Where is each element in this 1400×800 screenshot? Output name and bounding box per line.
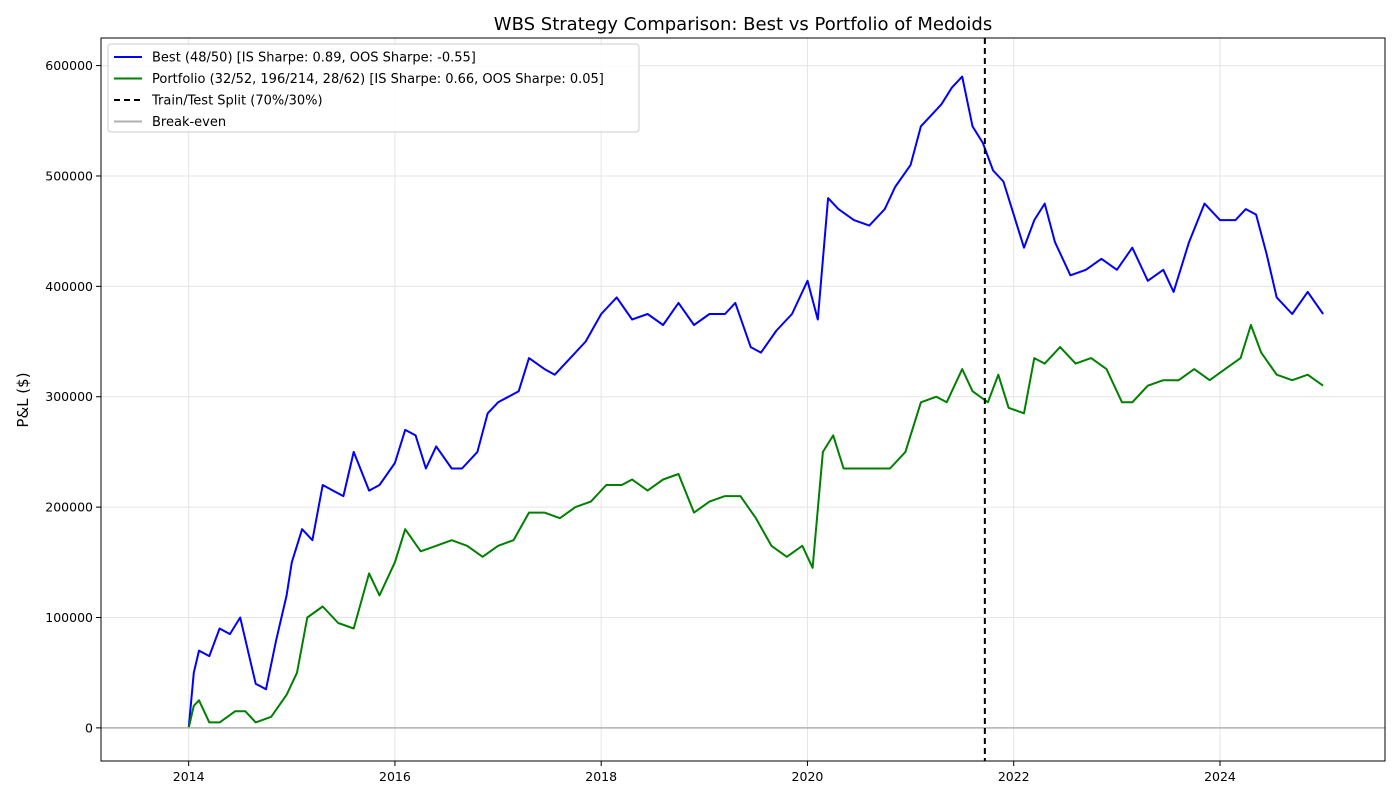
- series-layer: [187, 75, 1324, 729]
- legend-label: Best (48/50) [IS Sharpe: 0.89, OOS Sharp…: [152, 51, 476, 66]
- chart-title: WBS Strategy Comparison: Best vs Portfol…: [494, 14, 992, 35]
- legend-label: Train/Test Split (70%/30%): [151, 94, 323, 109]
- legend-label: Break-even: [152, 115, 226, 130]
- legend: Best (48/50) [IS Sharpe: 0.89, OOS Sharp…: [107, 43, 640, 133]
- y-tick-label: 300000: [45, 389, 93, 404]
- x-tick-label: 2014: [173, 769, 205, 784]
- y-tick-label: 400000: [45, 279, 93, 294]
- x-tick-label: 2022: [998, 769, 1030, 784]
- plot-frame: [100, 37, 1386, 762]
- y-axis: 0 100000 200000 300000 400000 500000 600000: [45, 58, 101, 735]
- x-tick-label: 2020: [792, 769, 824, 784]
- x-tick-label: 2016: [379, 769, 411, 784]
- reference-lines: [101, 38, 1385, 761]
- x-axis: 2014 2016 2018 2020 2022 2024: [173, 761, 1236, 784]
- y-tick-label: 100000: [45, 610, 93, 625]
- y-tick-label: 500000: [45, 168, 93, 183]
- y-tick-label: 200000: [45, 500, 93, 515]
- x-tick-label: 2024: [1204, 769, 1236, 784]
- legend-label: Portfolio (32/52, 196/214, 28/62) [IS Sh…: [152, 72, 604, 87]
- legend-box: [107, 43, 640, 133]
- y-tick-label: 0: [85, 720, 93, 735]
- x-tick-label: 2018: [585, 769, 617, 784]
- series-line-1: [187, 324, 1324, 729]
- y-axis-label: P&L ($): [14, 372, 32, 427]
- series-line-0: [187, 75, 1324, 728]
- y-tick-label: 600000: [45, 58, 93, 73]
